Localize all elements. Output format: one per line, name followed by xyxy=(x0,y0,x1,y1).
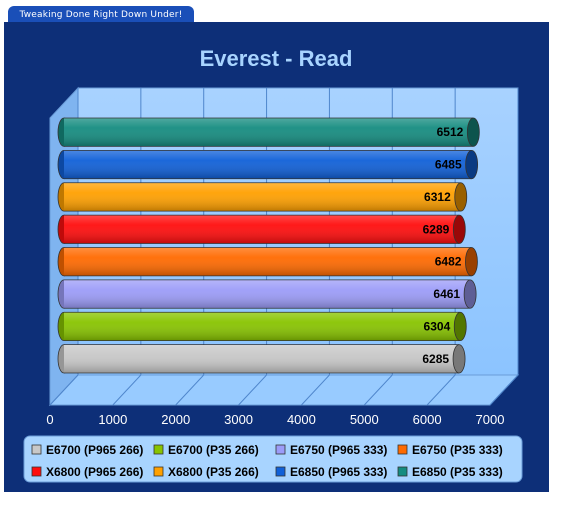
legend-item: X6800 (P35 266) xyxy=(153,465,259,479)
x-tick-label: 7000 xyxy=(476,412,505,427)
bar-end-cap xyxy=(465,149,479,180)
gridline-floor xyxy=(49,374,79,406)
legend-swatch xyxy=(397,466,408,477)
x-tick-label: 3000 xyxy=(224,412,253,427)
bar-end-cap xyxy=(452,344,466,374)
plot-area: 6285 6304 6461 6482 6289 6312 6485 6512 xyxy=(48,86,520,407)
bar-shading xyxy=(64,215,460,244)
bar-shading xyxy=(64,150,472,179)
legend-swatch xyxy=(31,444,42,455)
gridline-floor xyxy=(175,374,205,406)
legend-item: E6750 (P35 333) xyxy=(397,443,503,457)
gridline-floor xyxy=(426,374,456,406)
legend-swatch xyxy=(397,444,408,455)
bar-data-label: 6461 xyxy=(433,287,460,301)
legend-swatch xyxy=(153,444,164,455)
bar-data-label: 6482 xyxy=(435,255,462,269)
gridline-floor xyxy=(301,374,330,406)
x-tick-label: 2000 xyxy=(161,412,190,427)
legend-label: E6750 (P35 333) xyxy=(412,443,503,457)
site-tagline-tab: Tweaking Done Right Down Under! xyxy=(8,6,194,24)
x-tick-label: 5000 xyxy=(350,412,379,427)
legend-item: E6850 (P35 333) xyxy=(397,465,503,479)
bar-shading xyxy=(64,344,460,373)
bar-end-cap xyxy=(466,117,480,147)
legend-label: E6850 (P35 333) xyxy=(412,465,503,479)
bar-data-label: 6485 xyxy=(435,158,462,172)
legend-item: E6700 (P965 266) xyxy=(31,443,143,457)
legend-item: E6850 (P965 333) xyxy=(275,465,387,479)
legend-label: E6700 (P35 266) xyxy=(168,443,259,457)
bar: 6312 xyxy=(57,182,468,212)
bar-data-label: 6512 xyxy=(437,125,464,139)
x-tick-label: 4000 xyxy=(287,412,316,427)
gridline-floor xyxy=(112,374,142,406)
legend-swatch xyxy=(275,466,286,477)
bar: 6461 xyxy=(57,279,477,309)
bar-end-cap xyxy=(453,311,467,342)
bar: 6512 xyxy=(57,117,480,147)
legend-box xyxy=(23,435,523,483)
bar-shading xyxy=(64,182,461,212)
bar: 6304 xyxy=(57,311,467,342)
bar-end-cap xyxy=(465,247,478,277)
chart-title: Everest - Read xyxy=(200,46,353,71)
legend-label: X6800 (P35 266) xyxy=(168,465,259,479)
bar-shading xyxy=(64,279,471,309)
bar-shading xyxy=(64,247,472,276)
legend: E6700 (P965 266) E6700 (P35 266) E6750 (P9… xyxy=(23,435,523,483)
bar-end-cap xyxy=(454,182,468,212)
legend-label: E6700 (P965 266) xyxy=(46,443,143,457)
legend-label: X6800 (P965 266) xyxy=(46,465,143,479)
bar-shading xyxy=(64,118,474,147)
bar: 6485 xyxy=(57,149,479,180)
bar-shading xyxy=(64,312,461,341)
legend-item: X6800 (P965 266) xyxy=(31,465,143,479)
gridline-floor xyxy=(489,374,519,406)
legend-swatch xyxy=(275,444,286,455)
x-tick-label: 0 xyxy=(46,412,53,427)
gridline-floor xyxy=(238,374,267,406)
bar-end-cap xyxy=(463,279,477,309)
bar: 6289 xyxy=(57,214,466,244)
bar-data-label: 6312 xyxy=(424,190,451,204)
x-tick-label: 6000 xyxy=(413,412,442,427)
legend-item: E6750 (P965 333) xyxy=(275,443,387,457)
legend-label: E6850 (P965 333) xyxy=(290,465,387,479)
x-axis: 0 1000 2000 3000 4000 5000 6000 7000 xyxy=(46,412,504,427)
legend-label: E6750 (P965 333) xyxy=(290,443,387,457)
chart-floor xyxy=(48,374,520,406)
legend-swatch xyxy=(31,466,42,477)
bar: 6482 xyxy=(57,247,478,277)
legend-swatch xyxy=(153,466,164,477)
bar-data-label: 6289 xyxy=(423,222,450,236)
bar-data-label: 6285 xyxy=(422,352,449,366)
bar-data-label: 6304 xyxy=(424,319,451,333)
bar: 6285 xyxy=(57,344,466,374)
x-tick-label: 1000 xyxy=(98,412,127,427)
legend-item: E6700 (P35 266) xyxy=(153,443,259,457)
bar-end-cap xyxy=(452,214,466,244)
gridline-floor xyxy=(363,374,393,406)
